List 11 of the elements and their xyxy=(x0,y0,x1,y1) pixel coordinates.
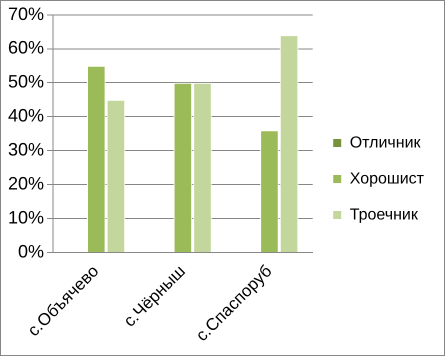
y-tick-label: 10% xyxy=(8,208,44,228)
y-tick-label: 0% xyxy=(18,242,44,262)
legend-label: Хорошист xyxy=(350,170,425,188)
y-tick-label: 40% xyxy=(8,106,44,126)
legend-label: Отличник xyxy=(350,134,422,152)
y-tick-label: 50% xyxy=(8,72,44,92)
y-tick-label: 30% xyxy=(8,140,44,160)
legend-label: Троечник xyxy=(350,206,419,224)
y-tick-label: 20% xyxy=(8,174,44,194)
y-tick-label: 70% xyxy=(8,4,44,24)
y-tick-label: 60% xyxy=(8,38,44,58)
